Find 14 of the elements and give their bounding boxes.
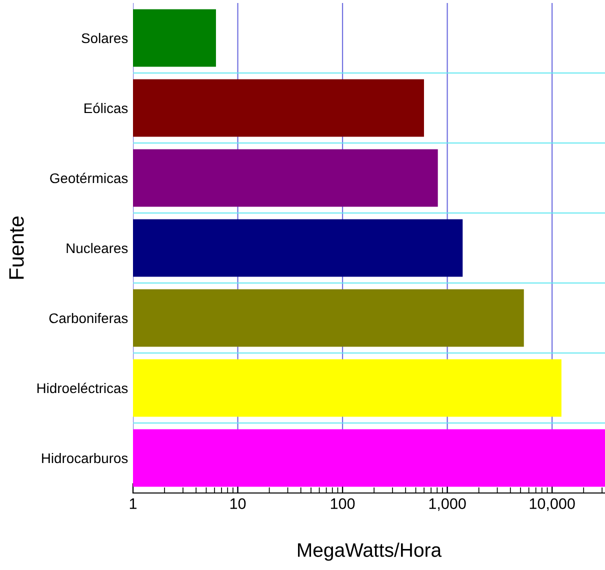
y-tick-label: Geotérmicas [50, 172, 128, 184]
x-tick-label: 1 [130, 498, 137, 509]
x-tick-label: 10,000 [530, 498, 575, 511]
y-tick-label: Carboniferas [49, 312, 128, 324]
y-tick-label: Solares [82, 32, 128, 44]
y-tick-label: Eólicas [84, 102, 128, 114]
x-tick-label: 100 [330, 498, 355, 510]
y-axis-title: Fuente [9, 216, 24, 279]
y-tick-label: Nucleares [66, 242, 128, 254]
x-tick-label: 10 [230, 498, 246, 510]
y-tick-label: Hidroeléctricas [37, 382, 128, 394]
y-tick-label: Hidrocarburos [42, 452, 128, 464]
x-tick-label: 1,000 [429, 498, 466, 511]
x-axis-title: MegaWatts/Hora [298, 542, 442, 561]
